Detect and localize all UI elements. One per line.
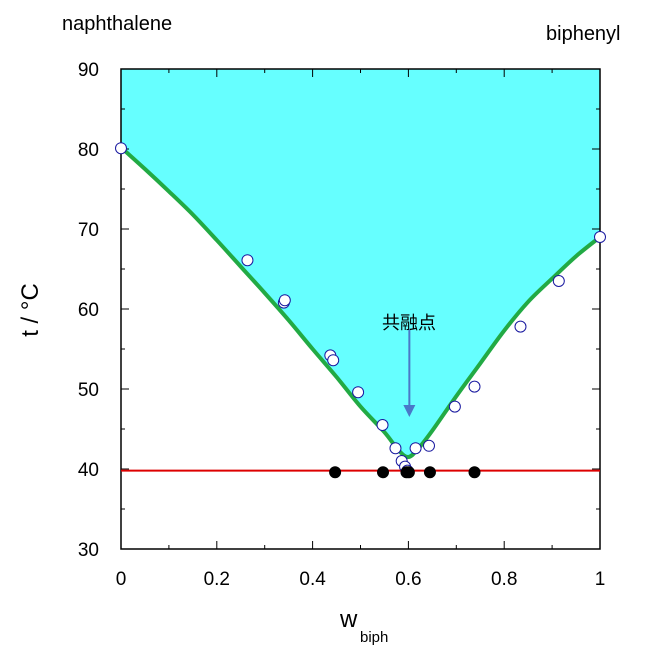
- plot-area: 0 0.2 0.4 0.6 0.8 1 30 40 50 60 70 80 90: [78, 60, 606, 590]
- y-tick-label: 80: [78, 140, 99, 161]
- open-data-point: [241, 254, 254, 267]
- x-tick-label: 1: [595, 569, 606, 590]
- eutectic-point-annotation: 共融点: [382, 313, 436, 334]
- open-data-point: [278, 294, 291, 307]
- filled-data-point: [402, 466, 415, 479]
- axis-ticks: 0 0.2 0.4 0.6 0.8 1 30 40 50 60 70 80 90: [78, 60, 605, 590]
- filled-data-point: [468, 466, 481, 479]
- liquid-region: [121, 69, 600, 458]
- x-tick-label: 0: [116, 569, 127, 590]
- y-tick-label: 40: [78, 460, 99, 481]
- open-data-point: [552, 275, 565, 287]
- filled-data-point: [423, 466, 436, 479]
- open-data-point: [327, 354, 340, 367]
- open-data-point: [448, 400, 461, 413]
- filled-data-point: [329, 466, 342, 479]
- x-axis-title: w: [339, 606, 358, 633]
- open-data-point: [594, 231, 606, 243]
- y-tick-label: 60: [78, 300, 99, 321]
- x-axis-title-subscript: biph: [360, 629, 388, 646]
- y-axis-title: t / °C: [17, 283, 44, 337]
- open-data-point: [468, 380, 481, 393]
- right-component-label: biphenyl: [546, 23, 621, 45]
- open-data-point: [352, 386, 365, 399]
- y-tick-label: 70: [78, 220, 99, 241]
- y-tick-label: 50: [78, 380, 99, 401]
- annotation-arrow-head: [403, 405, 416, 417]
- open-data-point: [422, 439, 435, 452]
- x-tick-label: 0.6: [395, 569, 421, 590]
- y-tick-label: 30: [78, 540, 99, 561]
- x-tick-label: 0.8: [491, 569, 517, 590]
- liquidus-curve: [119, 145, 602, 460]
- y-tick-label: 90: [78, 60, 99, 81]
- open-data-point: [115, 142, 127, 155]
- open-data-point: [376, 419, 389, 431]
- open-data-point: [389, 442, 402, 455]
- open-data-point: [514, 320, 527, 333]
- left-component-label: naphthalene: [62, 13, 172, 35]
- open-data-point: [409, 442, 422, 455]
- x-tick-label: 0.2: [204, 569, 230, 590]
- filled-data-point: [377, 466, 390, 479]
- x-tick-label: 0.4: [299, 569, 326, 590]
